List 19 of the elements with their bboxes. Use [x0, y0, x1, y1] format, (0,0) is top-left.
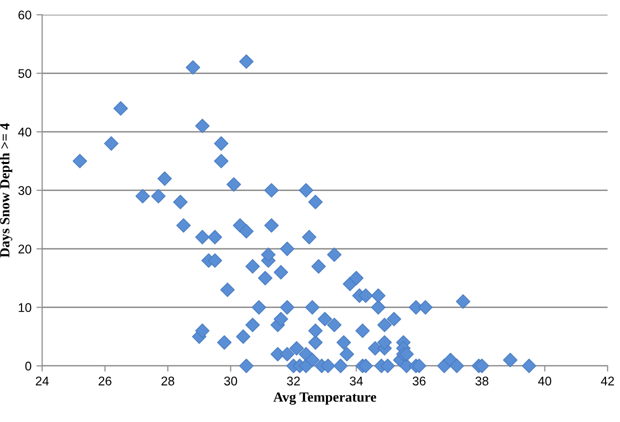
x-tick-label: 24: [36, 376, 49, 386]
y-axis-title: Days Snow Depth >= 4: [0, 123, 12, 258]
x-tick-label: 36: [412, 376, 426, 386]
y-tick-label: 10: [18, 303, 32, 312]
x-tick-label: 38: [475, 376, 488, 386]
x-tick-label: 40: [538, 376, 552, 386]
x-axis-title: Avg Temperature: [273, 392, 376, 405]
y-tick-label: 50: [18, 69, 32, 78]
y-tick-label: 60: [18, 10, 32, 20]
y-tick-label: 0: [25, 362, 32, 371]
x-tick-label: 28: [161, 376, 174, 386]
y-tick-label: 40: [18, 128, 32, 136]
x-tick-label: 26: [98, 376, 112, 386]
x-tick-label: 32: [286, 376, 300, 386]
y-tick-label: 20: [18, 244, 32, 254]
x-tick-label: 30: [224, 376, 238, 386]
x-tick-label: 42: [600, 376, 614, 386]
y-tick-label: 30: [18, 186, 32, 195]
x-tick-label: 34: [350, 376, 363, 386]
